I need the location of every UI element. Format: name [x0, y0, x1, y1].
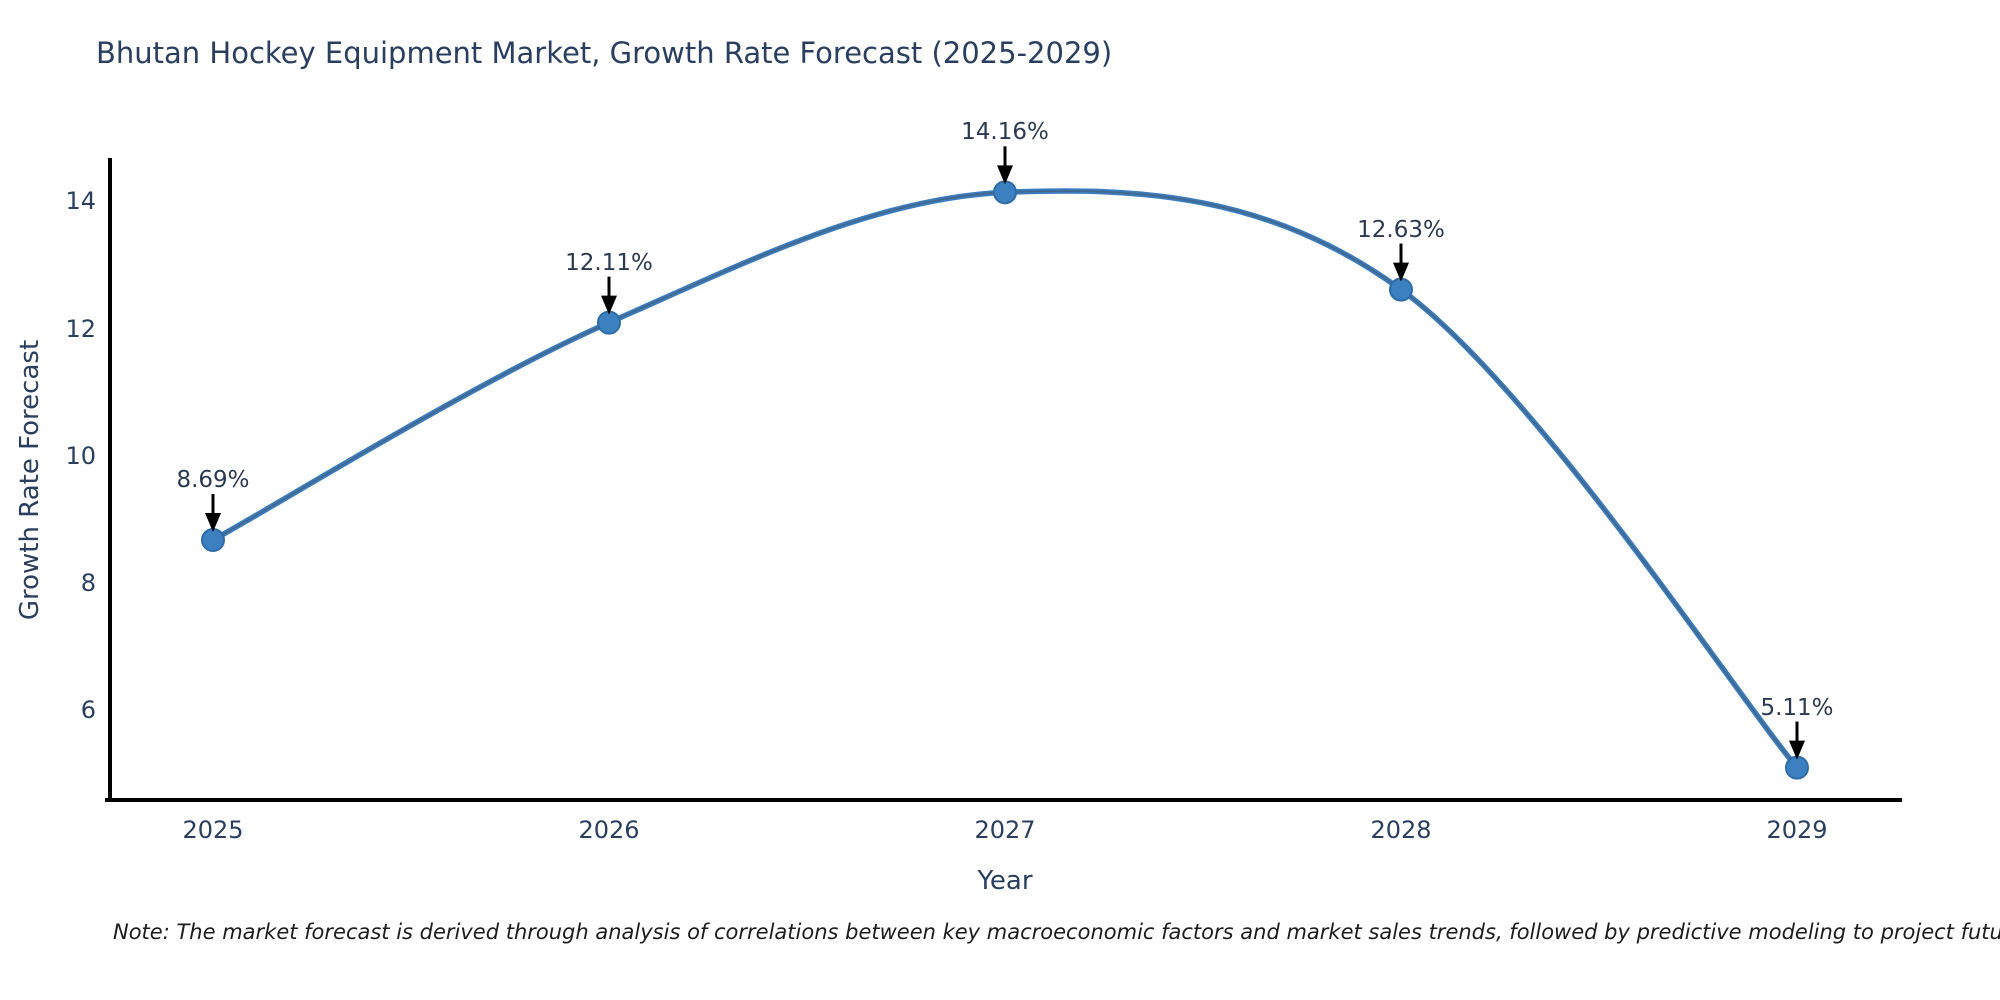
annotation-arrow-head [1393, 262, 1409, 282]
data-point-label: 14.16% [961, 119, 1049, 146]
y-tick-label: 10 [65, 441, 96, 470]
x-tick-label: 2025 [182, 816, 244, 844]
annotation-arrow-head [997, 165, 1013, 185]
data-point-marker [1389, 277, 1413, 302]
annotation-arrow-head [1789, 740, 1805, 760]
data-point-marker [597, 310, 621, 335]
series-line [210, 188, 1800, 771]
footnote: Note: The market forecast is derived thr… [113, 920, 2000, 944]
data-point-label: 8.69% [176, 467, 250, 494]
x-tick-label: 2028 [1370, 816, 1432, 844]
y-tick-label: 12 [65, 314, 96, 343]
x-tick-label: 2027 [974, 816, 1036, 844]
x-tick-label: 2026 [578, 816, 640, 844]
y-tick-label: 8 [80, 568, 96, 597]
data-point-marker [1785, 755, 1809, 780]
data-point-label: 12.11% [565, 249, 653, 276]
data-point-label: 12.63% [1357, 216, 1445, 243]
series-line-core [212, 190, 1798, 769]
x-axis-title: Year [977, 866, 1033, 896]
y-tick-label: 6 [80, 696, 96, 724]
data-point-label: 5.11% [1760, 694, 1834, 721]
y-tick-label: 14 [65, 187, 96, 216]
chart-title: Bhutan Hockey Equipment Market, Growth R… [96, 36, 1113, 70]
x-tick-label: 2029 [1766, 816, 1828, 844]
annotation-arrow-head [205, 513, 221, 533]
annotation-arrow-head [601, 295, 617, 315]
data-point-marker [993, 180, 1017, 205]
data-point-marker [201, 528, 225, 553]
